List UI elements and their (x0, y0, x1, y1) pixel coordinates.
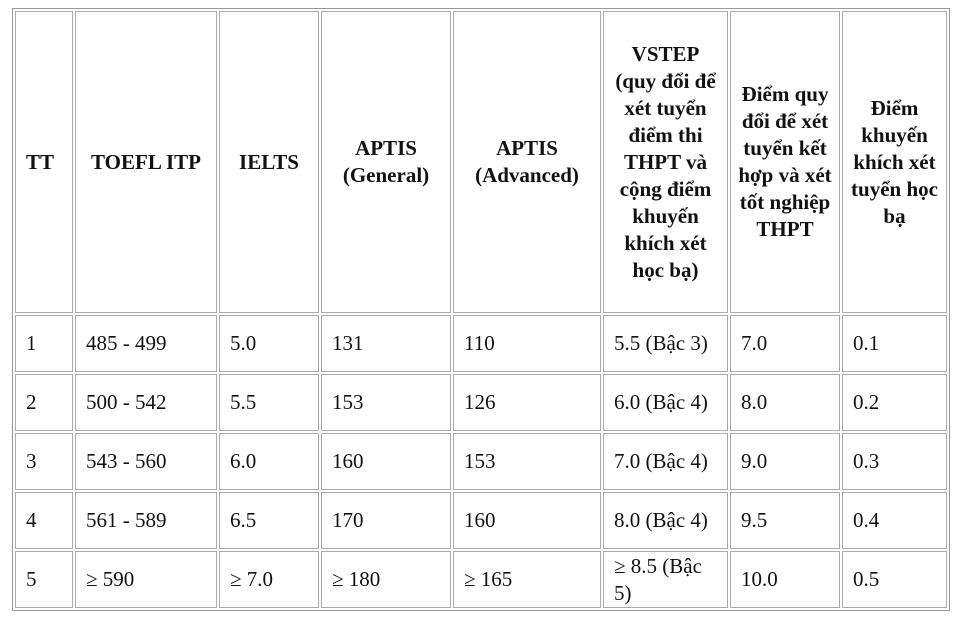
header-cell: Điểm khuyến khích xét tuyển học bạ (842, 11, 947, 313)
table-cell: 110 (453, 315, 601, 372)
table-cell: 8.0 (Bậc 4) (603, 492, 728, 549)
score-table: TT TOEFL ITP IELTS APTIS (General) APTIS (Ad… (12, 8, 950, 611)
table-cell: 9.0 (730, 433, 840, 490)
table-cell: 0.5 (842, 551, 947, 608)
table-row: 1 485 - 499 5.0 131 110 5.5 (Bậc 3) 7.0 0.1 (15, 315, 947, 372)
table-cell: 7.0 (730, 315, 840, 372)
table-cell: 0.4 (842, 492, 947, 549)
table-cell: ≥ 7.0 (219, 551, 319, 608)
table-cell: 8.0 (730, 374, 840, 431)
table-cell: 10.0 (730, 551, 840, 608)
table-cell: 153 (321, 374, 451, 431)
table-cell: 6.0 (219, 433, 319, 490)
table-cell: 500 - 542 (75, 374, 217, 431)
header-cell: Điểm quy đổi để xét tuyển kết hợp và xét… (730, 11, 840, 313)
table-cell: 160 (453, 492, 601, 549)
table-cell: 485 - 499 (75, 315, 217, 372)
table-cell: 0.2 (842, 374, 947, 431)
table-cell: 561 - 589 (75, 492, 217, 549)
table-cell: 160 (321, 433, 451, 490)
table-cell: ≥ 180 (321, 551, 451, 608)
table-cell: 170 (321, 492, 451, 549)
table-cell: 0.3 (842, 433, 947, 490)
header-cell: APTIS (General) (321, 11, 451, 313)
table-cell: 5.5 (Bậc 3) (603, 315, 728, 372)
table-cell: ≥ 165 (453, 551, 601, 608)
table-cell: 543 - 560 (75, 433, 217, 490)
table-row: 2 500 - 542 5.5 153 126 6.0 (Bậc 4) 8.0 0.2 (15, 374, 947, 431)
header-row: TT TOEFL ITP IELTS APTIS (General) APTIS (Ad… (15, 11, 947, 313)
table-cell: 6.0 (Bậc 4) (603, 374, 728, 431)
header-cell: APTIS (Advanced) (453, 11, 601, 313)
table-cell: 153 (453, 433, 601, 490)
table-cell: 0.1 (842, 315, 947, 372)
header-cell: IELTS (219, 11, 319, 313)
table-row: 5 ≥ 590 ≥ 7.0 ≥ 180 ≥ 165 ≥ 8.5 (Bậc 5) 10.0 0.… (15, 551, 947, 608)
table-cell: 5.0 (219, 315, 319, 372)
table-cell: ≥ 590 (75, 551, 217, 608)
table-row: 4 561 - 589 6.5 170 160 8.0 (Bậc 4) 9.5 0.4 (15, 492, 947, 549)
table-body: 1 485 - 499 5.0 131 110 5.5 (Bậc 3) 7.0 0.1 2 500… (15, 315, 947, 608)
table-cell: 2 (15, 374, 73, 431)
table-row: 3 543 - 560 6.0 160 153 7.0 (Bậc 4) 9.0 0.3 (15, 433, 947, 490)
table-cell: ≥ 8.5 (Bậc 5) (603, 551, 728, 608)
header-cell: TT (15, 11, 73, 313)
table-cell: 5 (15, 551, 73, 608)
header-cell: VSTEP (quy đổi để xét tuyển điểm thi THP… (603, 11, 728, 313)
table-cell: 9.5 (730, 492, 840, 549)
header-cell: TOEFL ITP (75, 11, 217, 313)
table-cell: 131 (321, 315, 451, 372)
table-cell: 1 (15, 315, 73, 372)
table-cell: 4 (15, 492, 73, 549)
table-cell: 126 (453, 374, 601, 431)
table-cell: 7.0 (Bậc 4) (603, 433, 728, 490)
table-cell: 5.5 (219, 374, 319, 431)
table-cell: 3 (15, 433, 73, 490)
table-cell: 6.5 (219, 492, 319, 549)
